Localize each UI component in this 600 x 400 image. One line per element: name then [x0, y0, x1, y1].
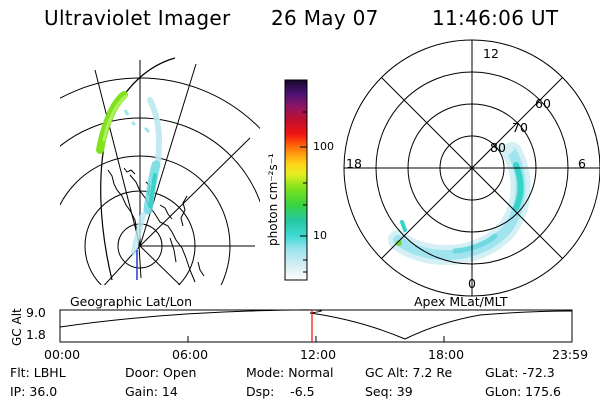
colorbar-ticks	[300, 111, 307, 273]
date-label: 26 May 07	[271, 6, 379, 30]
mlt-diagonal	[381, 77, 563, 259]
aurora-spot	[396, 240, 402, 246]
mlat-label-80: 80	[490, 140, 506, 155]
apex-polar-plot	[343, 39, 600, 297]
meridian-line	[94, 69, 141, 247]
status-ip: IP: 36.0	[10, 384, 58, 399]
colorbar-tick-label: 100	[313, 140, 334, 153]
altitude-ytick: 1.8	[26, 327, 46, 342]
mlt-label-6: 6	[578, 156, 586, 171]
colorbar-tick-label: 10	[313, 229, 327, 242]
aurora-oval	[513, 162, 524, 211]
geographic-map	[60, 57, 260, 285]
colorbar	[284, 79, 308, 281]
aurora-speckle	[123, 109, 151, 134]
aurora-arc	[131, 212, 146, 255]
mlat-label-60: 60	[535, 96, 551, 111]
altitude-curve	[59, 309, 573, 340]
coastline	[159, 204, 173, 220]
coastline	[169, 237, 177, 263]
meridian-line	[139, 63, 197, 247]
altitude-xtick: 06:00	[172, 347, 209, 362]
coastline	[197, 261, 205, 277]
geo-aurora	[96, 91, 162, 280]
coastline	[123, 167, 136, 175]
altitude-xtick: 23:59	[552, 347, 589, 362]
mlt-label-0: 0	[468, 276, 476, 291]
meridian-line	[139, 245, 181, 285]
aurora-spot	[400, 220, 407, 232]
aurora-oval	[452, 233, 498, 254]
aurora-arc	[147, 97, 162, 163]
status-mode: Mode: Normal	[246, 365, 334, 380]
status-gc-alt: GC Alt: 7.2 Re	[365, 365, 453, 380]
aurora-oval	[497, 142, 515, 156]
instrument-title: Ultraviolet Imager	[44, 6, 231, 30]
colorbar-unit-label: photon cm⁻²s⁻¹	[266, 153, 280, 246]
status-dsp: Dsp: -6.5	[246, 384, 315, 399]
mlt-label-12: 12	[483, 46, 499, 61]
aurora-arc	[148, 173, 157, 208]
altitude-ylabel: GC Alt	[10, 308, 24, 346]
apex-panel-label: Apex MLat/MLT	[414, 294, 508, 309]
status-flt: Flt: LBHL	[10, 365, 66, 380]
altitude-plot	[59, 309, 573, 343]
coastline	[180, 195, 188, 227]
status-door: Door: Open	[125, 365, 197, 380]
mlt-label-18: 18	[346, 156, 362, 171]
status-glon: GLon: 175.6	[485, 384, 561, 399]
meridian-line	[139, 137, 251, 247]
time-label: 11:46:06 UT	[432, 6, 559, 30]
geo-panel-label: Geographic Lat/Lon	[70, 294, 192, 309]
aurora-arc	[102, 94, 128, 142]
status-gain: Gain: 14	[125, 384, 178, 399]
altitude-ytick: 9.0	[26, 305, 46, 320]
altitude-xtick: 00:00	[44, 347, 81, 362]
altitude-xtick: 12:00	[300, 347, 337, 362]
coastline	[107, 169, 142, 279]
altitude-xtick: 18:00	[428, 347, 465, 362]
coastline	[129, 174, 196, 283]
apex-aurora	[388, 142, 531, 265]
status-glat: GLat: -72.3	[485, 365, 555, 380]
status-seq: Seq: 39	[365, 384, 413, 399]
mlat-label-70: 70	[512, 120, 528, 135]
altitude-ticks	[59, 336, 573, 342]
